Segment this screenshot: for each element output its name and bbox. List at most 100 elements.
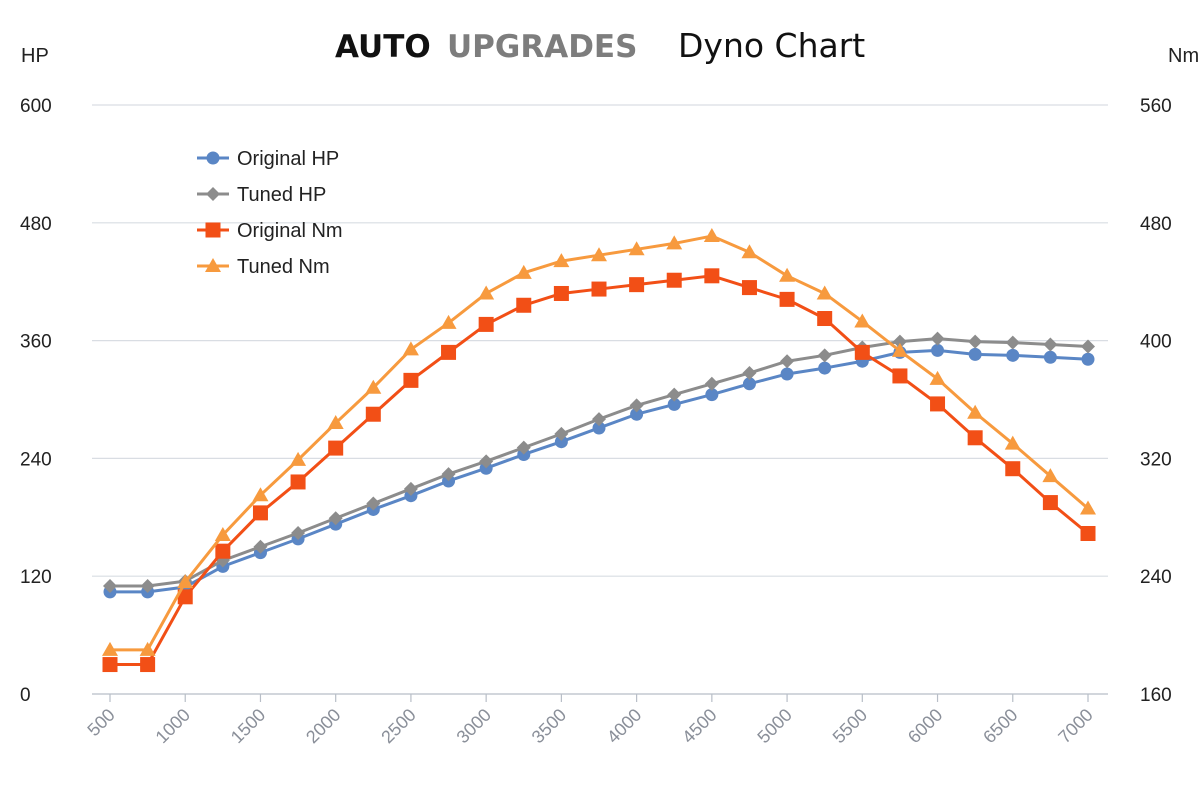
left-axis-label: HP [21, 45, 49, 67]
data-point [592, 412, 606, 427]
data-point [252, 487, 269, 502]
data-point [402, 341, 419, 356]
right-tick-label: 320 [1140, 449, 1172, 470]
data-point [892, 368, 908, 384]
legend-marker [205, 258, 221, 272]
left-tick-label: 120 [20, 567, 52, 588]
data-point [140, 579, 155, 594]
legend: Original HP Tuned HP Original Nm Tuned Nm [197, 148, 343, 278]
legend-item-tuned-hp: Tuned HP [197, 184, 326, 206]
data-point [818, 361, 832, 375]
data-point [967, 404, 984, 419]
data-point [554, 426, 569, 441]
left-tick-label: 480 [20, 214, 52, 235]
data-point [968, 347, 982, 361]
legend-label: Original Nm [237, 220, 343, 242]
data-point [1081, 352, 1095, 366]
legend-label: Tuned HP [237, 184, 326, 206]
data-point [553, 285, 569, 301]
data-point [1042, 468, 1059, 483]
data-point [703, 228, 720, 243]
data-point [592, 421, 606, 435]
data-point [666, 272, 682, 288]
series-original-nm [102, 268, 1096, 673]
data-point [742, 365, 757, 380]
data-point [967, 430, 983, 446]
data-point [704, 376, 719, 391]
legend-marker [206, 151, 220, 165]
data-point [629, 277, 645, 293]
x-tick-label: 5500 [829, 705, 871, 747]
series-tuned-nm [102, 228, 1096, 656]
data-point [1081, 339, 1095, 354]
legend-item-tuned-nm: Tuned Nm [197, 256, 330, 278]
legend-item-original-hp: Original HP [197, 148, 339, 170]
data-point [1004, 435, 1021, 450]
data-point [366, 496, 381, 511]
data-point [214, 526, 231, 541]
data-point [591, 247, 607, 262]
x-tick-label: 2000 [302, 705, 344, 747]
right-tick-label: 160 [1140, 685, 1172, 706]
data-point [968, 334, 983, 349]
data-point [140, 657, 156, 673]
x-tick-label: 3500 [528, 705, 570, 747]
data-point [177, 589, 193, 605]
legend-marker [206, 187, 220, 201]
data-point [891, 342, 908, 357]
data-point [365, 379, 382, 394]
x-tick-label: 7000 [1054, 705, 1096, 747]
chart-title: AUTO UPGRADES Dyno Chart [335, 26, 865, 65]
data-point [215, 543, 231, 559]
data-point [403, 481, 418, 496]
data-point [741, 280, 757, 296]
title-text: Dyno Chart [678, 26, 865, 65]
series-tuned-hp [103, 331, 1095, 594]
data-point [930, 396, 946, 412]
data-point [630, 407, 644, 421]
left-tick-label: 360 [20, 332, 52, 353]
data-point [741, 244, 758, 259]
right-tick-label: 480 [1140, 214, 1172, 235]
data-point [478, 285, 495, 300]
data-point [1005, 461, 1021, 477]
data-point [365, 406, 381, 422]
data-point [929, 370, 946, 385]
right-axis-label: Nm [1168, 45, 1199, 67]
data-point [327, 415, 344, 430]
right-tick-label: 400 [1140, 332, 1172, 353]
data-point [139, 641, 156, 656]
legend-label: Original HP [237, 148, 339, 170]
data-point [441, 467, 456, 482]
data-point [252, 505, 268, 521]
data-point [1080, 500, 1096, 515]
data-point [290, 451, 307, 466]
series-original-hp [103, 343, 1095, 599]
data-point [705, 388, 719, 402]
data-point [1042, 495, 1058, 511]
left-axis-ticks: 0 120 240 360 480 600 [20, 96, 52, 706]
data-point [930, 331, 945, 346]
x-tick-label: 500 [83, 705, 118, 740]
x-tick-label: 1000 [152, 705, 194, 747]
data-point [516, 297, 532, 313]
data-point [479, 454, 494, 469]
data-point [291, 526, 306, 541]
legend-item-original-nm: Original Nm [197, 220, 343, 242]
data-point [816, 285, 833, 300]
x-tick-label: 1500 [227, 705, 269, 747]
data-point [666, 235, 683, 250]
right-tick-label: 560 [1140, 96, 1172, 117]
data-point [1080, 525, 1096, 541]
x-tick-label: 4500 [678, 705, 720, 747]
data-point [780, 354, 795, 369]
data-point [817, 311, 833, 327]
data-point [253, 539, 268, 554]
data-point [103, 579, 117, 594]
data-point [667, 397, 681, 411]
data-point [742, 377, 756, 391]
x-tick-label: 4000 [603, 705, 645, 747]
data-point [515, 264, 532, 279]
x-axis-ticks: 500 1000 1500 2000 2500 3000 3500 4000 4500 5000 5… [83, 694, 1097, 747]
